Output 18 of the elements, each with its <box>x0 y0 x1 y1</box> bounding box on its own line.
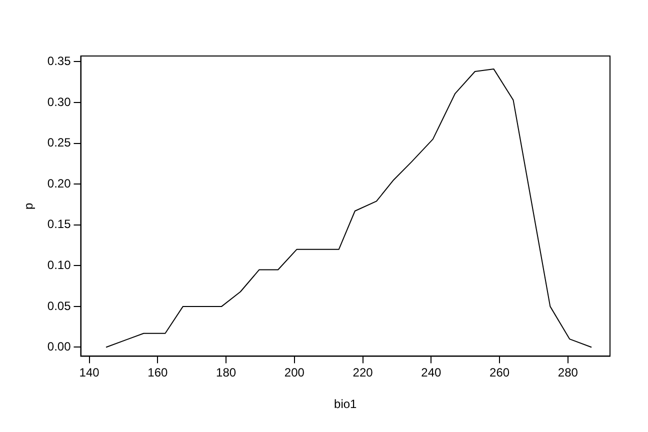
x-tick-label: 140 <box>79 366 100 380</box>
x-tick-label: 240 <box>421 366 442 380</box>
y-tick-label: 0.20 <box>47 176 72 190</box>
x-tick-label: 200 <box>284 366 305 380</box>
x-tick-label: 280 <box>558 366 578 380</box>
y-tick-label: 0.00 <box>47 340 72 354</box>
y-tick-label: 0.25 <box>47 136 72 150</box>
x-tick-label: 160 <box>148 366 168 380</box>
y-tick-label: 0.30 <box>47 94 72 109</box>
x-tick-label: 260 <box>490 366 510 380</box>
y-tick-label: 0.10 <box>47 258 72 272</box>
y-tick-label: 0.35 <box>47 54 72 68</box>
y-tick-label: 0.15 <box>47 217 72 232</box>
x-tick-label: 180 <box>216 366 236 380</box>
y-axis-title: p <box>22 202 36 210</box>
x-tick-label: 220 <box>352 366 374 380</box>
x-axis-title: bio1 <box>334 397 358 412</box>
y-tick-label: 0.05 <box>47 298 72 313</box>
